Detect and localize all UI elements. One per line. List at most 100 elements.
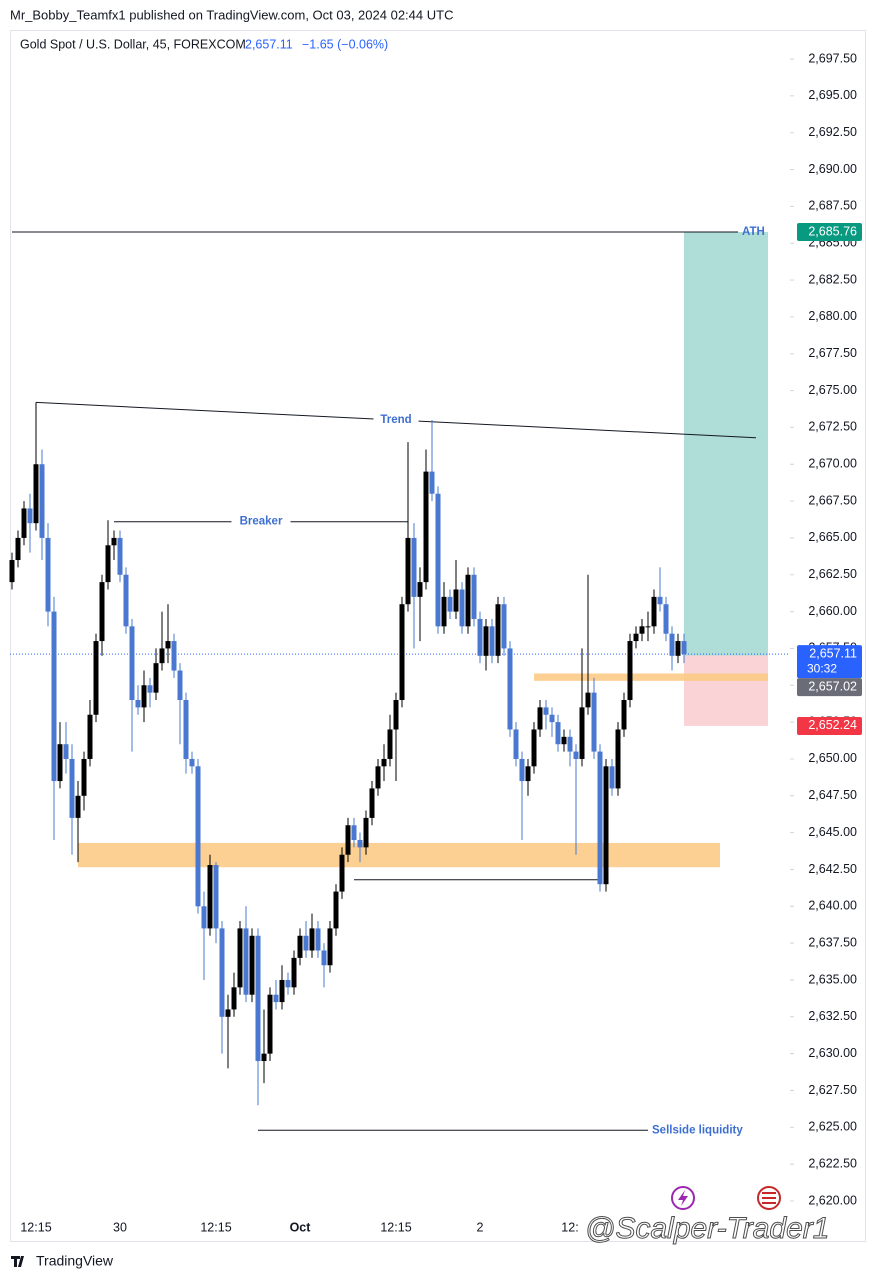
candle-body bbox=[429, 471, 435, 494]
icon-glyph bbox=[678, 1190, 688, 1206]
symbol: Gold Spot / U.S. Dollar, 45, FOREXCOM bbox=[20, 37, 246, 51]
candle-body bbox=[645, 626, 651, 628]
x-tick-label: 30 bbox=[113, 1220, 127, 1234]
candle-body bbox=[675, 641, 681, 656]
candle-body bbox=[375, 766, 381, 789]
y-tick-label: 2,650.00 bbox=[808, 751, 857, 765]
x-tick-label: 12:15 bbox=[200, 1220, 231, 1234]
candle-body bbox=[495, 604, 501, 656]
candle-body bbox=[393, 700, 399, 730]
candle-body bbox=[183, 700, 189, 759]
y-tick-label: 2,632.50 bbox=[808, 1009, 857, 1023]
candle-body bbox=[201, 906, 207, 929]
candle-body bbox=[339, 854, 345, 892]
label-bg bbox=[373, 412, 419, 429]
candle-body bbox=[417, 582, 423, 597]
candle-body bbox=[249, 935, 255, 995]
candle-body bbox=[99, 582, 105, 642]
candle-body bbox=[303, 935, 309, 951]
candle-body bbox=[291, 957, 297, 988]
candle-body bbox=[21, 508, 27, 538]
y-tick-label: 2,695.00 bbox=[808, 88, 857, 102]
candle-body bbox=[87, 714, 93, 759]
candle-body bbox=[369, 788, 375, 818]
y-tick-label: 2,677.50 bbox=[808, 346, 857, 360]
x-tick-label: 12: bbox=[561, 1220, 578, 1234]
candle-body bbox=[285, 979, 291, 988]
y-tick-label: 2,675.00 bbox=[808, 383, 857, 397]
y-tick-label: 2,630.00 bbox=[808, 1046, 857, 1060]
candle-body bbox=[243, 928, 249, 995]
candle-body bbox=[591, 692, 597, 752]
candle-body bbox=[363, 817, 369, 848]
candle-body bbox=[531, 729, 537, 767]
stop-badge-label: 2,652.24 bbox=[808, 718, 857, 732]
target-badge-label: 2,685.76 bbox=[808, 224, 857, 238]
stop-area bbox=[684, 655, 768, 726]
y-tick-label: 2,687.50 bbox=[808, 199, 857, 213]
candle-body bbox=[489, 626, 495, 656]
candle-body bbox=[537, 707, 543, 730]
candle-body bbox=[33, 464, 39, 524]
candle-body bbox=[279, 979, 285, 1003]
chart-frame bbox=[10, 30, 866, 1242]
candle-body bbox=[525, 766, 531, 782]
line-label: Trend bbox=[380, 414, 411, 426]
candle-body bbox=[603, 766, 609, 885]
icon-stripe bbox=[762, 1202, 776, 1204]
candle-body bbox=[93, 641, 99, 715]
candle-body bbox=[231, 987, 237, 1010]
y-tick-label: 2,690.00 bbox=[808, 162, 857, 176]
brand-logo bbox=[11, 1256, 24, 1267]
candle-body bbox=[261, 1053, 267, 1062]
candle-body bbox=[9, 560, 15, 583]
icon-stripe bbox=[762, 1197, 776, 1199]
candle-body bbox=[357, 839, 363, 848]
candle-body bbox=[117, 537, 123, 575]
x-tick-label: Oct bbox=[290, 1220, 312, 1234]
candle-body bbox=[657, 596, 663, 605]
candle-body bbox=[345, 825, 351, 855]
candle-body bbox=[573, 751, 579, 759]
y-tick-label: 2,667.50 bbox=[808, 493, 857, 507]
icon-bolt bbox=[671, 1186, 695, 1210]
y-tick-label: 2,625.00 bbox=[808, 1120, 857, 1134]
y-tick-label: 2,692.50 bbox=[808, 125, 857, 139]
stop-badge bbox=[797, 716, 862, 735]
candle-body bbox=[621, 700, 627, 730]
candle-body bbox=[501, 604, 507, 649]
candle-body bbox=[561, 736, 567, 745]
candle-body bbox=[351, 825, 357, 840]
entry-badge-label: 2,657.02 bbox=[808, 679, 857, 693]
candle-body bbox=[477, 618, 483, 656]
y-tick-label: 2,660.00 bbox=[808, 604, 857, 618]
candle-body bbox=[147, 685, 153, 693]
last-badge-label: 2,657.11 bbox=[809, 646, 857, 660]
plot: 2,620.00 2,622.50 2,625.00 2,627.50 2,630.00… bbox=[9, 51, 862, 1234]
y-tick-label: 2,665.00 bbox=[808, 530, 857, 544]
candle-body bbox=[15, 537, 21, 561]
candle-body bbox=[153, 663, 159, 693]
candle-body bbox=[321, 950, 327, 966]
candle-body bbox=[381, 758, 387, 767]
candle-body bbox=[219, 928, 225, 1017]
candle-body bbox=[681, 641, 687, 655]
candle-body bbox=[555, 722, 561, 745]
candle-body bbox=[171, 641, 177, 671]
candle-body bbox=[441, 596, 447, 627]
brand: TradingView bbox=[36, 1253, 114, 1269]
candle-body bbox=[297, 935, 303, 958]
candle-body bbox=[639, 626, 645, 634]
x-tick-label: 2 bbox=[477, 1220, 484, 1234]
candle-body bbox=[405, 537, 411, 605]
y-tick-label: 2,640.00 bbox=[808, 899, 857, 913]
candle-body bbox=[567, 736, 573, 752]
line-label: Breaker bbox=[240, 516, 283, 528]
candle-body bbox=[627, 641, 633, 701]
candle-body bbox=[543, 707, 549, 715]
byline: Mr_Bobby_Teamfx1 published on TradingVie… bbox=[10, 7, 453, 22]
candle-body bbox=[165, 641, 171, 649]
candle-body bbox=[507, 648, 513, 730]
candle-body bbox=[327, 928, 333, 966]
